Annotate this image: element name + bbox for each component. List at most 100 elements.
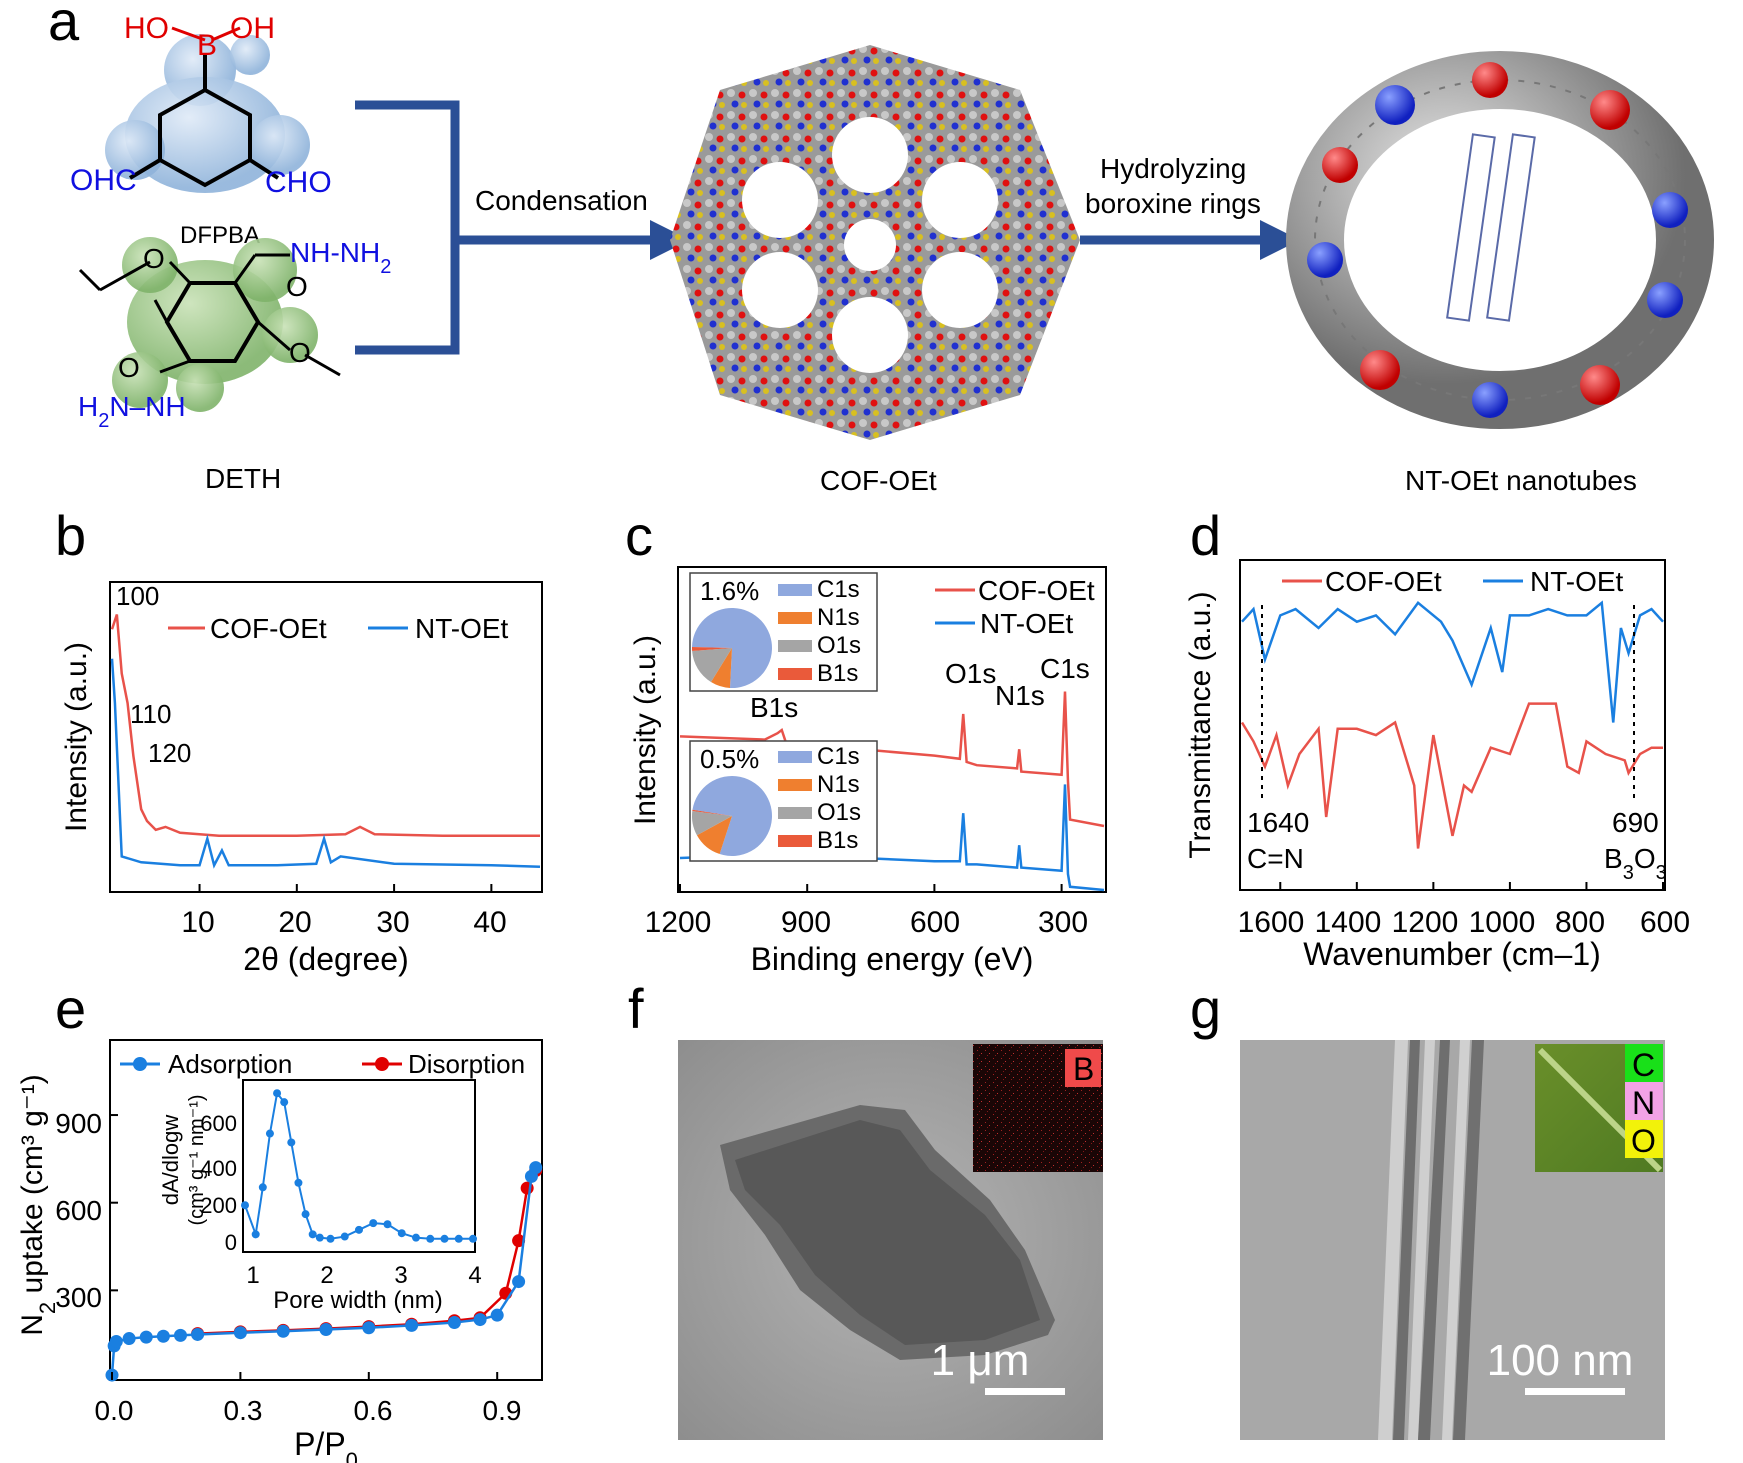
data-point-adsorption [139,1330,153,1344]
dfpba-oh: OH [230,12,275,45]
inset-data-point [294,1178,303,1187]
step-boroxine: boroxine rings [1085,188,1261,219]
plot-b-xlabel: 2θ (degree) [243,941,408,977]
pie1-leg-c1s: C1s [817,576,860,603]
legend-nt: NT-OEt [980,608,1074,639]
element-badge-o [1625,1120,1663,1158]
nanotube-ring-image: NT-OEt nanotubes [1286,51,1714,496]
pie-slice-b1s [692,646,732,652]
tick: 600 [1640,906,1690,939]
peak-n1s: N1s [995,680,1045,711]
tick: 1400 [1315,906,1382,939]
pie-slice-o1s [692,810,732,836]
tick: 1200 [1392,906,1459,939]
panel-label-d: d [1190,504,1221,567]
data-point-adsorption [512,1275,526,1289]
legend-cof: COF-OEt [1325,566,1442,597]
peak-110: 110 [130,699,171,729]
plot-e-xlabel: P/P0 [294,1426,358,1463]
inset-data-point [383,1220,392,1229]
deth-molecule: O O O O NH-NH2 H2N–NH DETH [78,237,391,494]
pie-chart-1 [692,607,772,688]
panel-label-f: f [628,977,644,1040]
dfpba-ho: HO [124,12,169,45]
pie-slice-n1s [696,816,732,855]
inset-data-point [469,1234,477,1243]
step-hydrolyzing: Hydrolyzing [1100,153,1246,184]
plot-b-legend: COF-OEt NT-OEt [168,613,509,644]
plot-c-legend: COF-OEt NT-OEt [935,575,1095,639]
inset-data-point [301,1210,310,1219]
dfpba-cho-left: OHC [70,164,137,197]
tick: 4 [468,1262,481,1289]
legend-nt: NT-OEt [1530,566,1624,597]
tick: 40 [473,906,506,939]
element-c: C [1632,1047,1655,1083]
panel-label-a: a [48,0,80,52]
panel-d: d Transmittance (a.u.) Wavenumber (cm–1)… [1184,504,1690,972]
series-line-cof-oet [1240,702,1663,849]
inset-data-point [258,1183,267,1192]
inset-data-point [440,1234,449,1243]
deth-o2: O [286,271,308,302]
nt-name: NT-OEt nanotubes [1405,465,1637,496]
data-point-adsorption [109,1334,123,1348]
pie-chart-2 [692,776,773,857]
inset-data-point [241,1201,249,1210]
tick: 1 [246,1262,259,1289]
panel-g: g C N O 100 nm [1190,977,1665,1440]
cof-structure-image: COF-OEt [670,45,1080,496]
peak-120: 120 [148,738,191,768]
tick: 0.0 [95,1395,134,1426]
tick: 1200 [645,906,712,939]
scale-g: 100 nm [1487,1336,1634,1385]
element-badge-b [1065,1049,1101,1087]
panel-a: a HO B OH OHC CHO DFPBA [48,0,1714,496]
inset-data-point [426,1234,435,1243]
inset-data-point [326,1234,335,1243]
cof-name: COF-OEt [820,465,937,496]
dfpba-cho-right: CHO [265,166,332,199]
scale-bar-g [1525,1388,1625,1395]
data-point-adsorption [156,1329,170,1343]
data-point-adsorption [473,1313,487,1327]
tick: 1000 [1469,906,1536,939]
element-badge-c [1625,1044,1663,1082]
deth-o4: O [118,352,140,383]
plot-d-data [1240,600,1664,890]
legend-adsorption: Adsorption [168,1049,292,1079]
plot-d-ylabel: Transmittance (a.u.) [1184,591,1217,858]
panel-b: b Intensity (a.u.) 2θ (degree) 10 20 30 … [55,504,543,977]
peak-o1s: O1s [945,658,996,689]
pie1-leg-o1s: O1s [817,632,861,659]
inset-data-point [315,1233,324,1242]
inset-data-point [397,1229,406,1238]
tick: 400 [200,1156,237,1181]
plot-e-ylabel: N2 uptake (cm³ g⁻¹) [16,1074,60,1335]
pie1-legend: C1s N1s O1s B1s [778,576,861,687]
deth-nh-top: NH-NH2 [290,237,391,278]
data-point-adsorption [490,1308,504,1322]
plot-d-frame [1239,559,1666,891]
tick: 300 [1038,906,1088,939]
deth-h2n: H2N–NH [78,391,186,432]
pie-slice-c1s [692,776,773,857]
pie-slice-o1s [692,648,732,683]
pie2-leg-b1s: B1s [817,827,858,854]
panel-c: c Intensity (a.u.) Binding energy (eV) 1… [625,504,1107,977]
data-point-adsorption [233,1326,247,1340]
inset-series-line [244,1090,473,1240]
pie2-percent: 0.5% [700,744,759,774]
inset-data-point [273,1089,282,1098]
legend-cof: COF-OEt [978,575,1095,606]
tick: 30 [376,906,409,939]
tick: 200 [200,1193,237,1218]
legend-disorption: Disorption [408,1049,525,1079]
peak-b1s: B1s [750,692,798,723]
inset-data-point [308,1230,317,1239]
deth-o1: O [143,243,165,274]
plot-b-ylabel: Intensity (a.u.) [60,642,93,832]
deth-name: DETH [205,463,281,494]
pie-slice-b1s [692,809,732,816]
inset-data-point [340,1232,349,1241]
